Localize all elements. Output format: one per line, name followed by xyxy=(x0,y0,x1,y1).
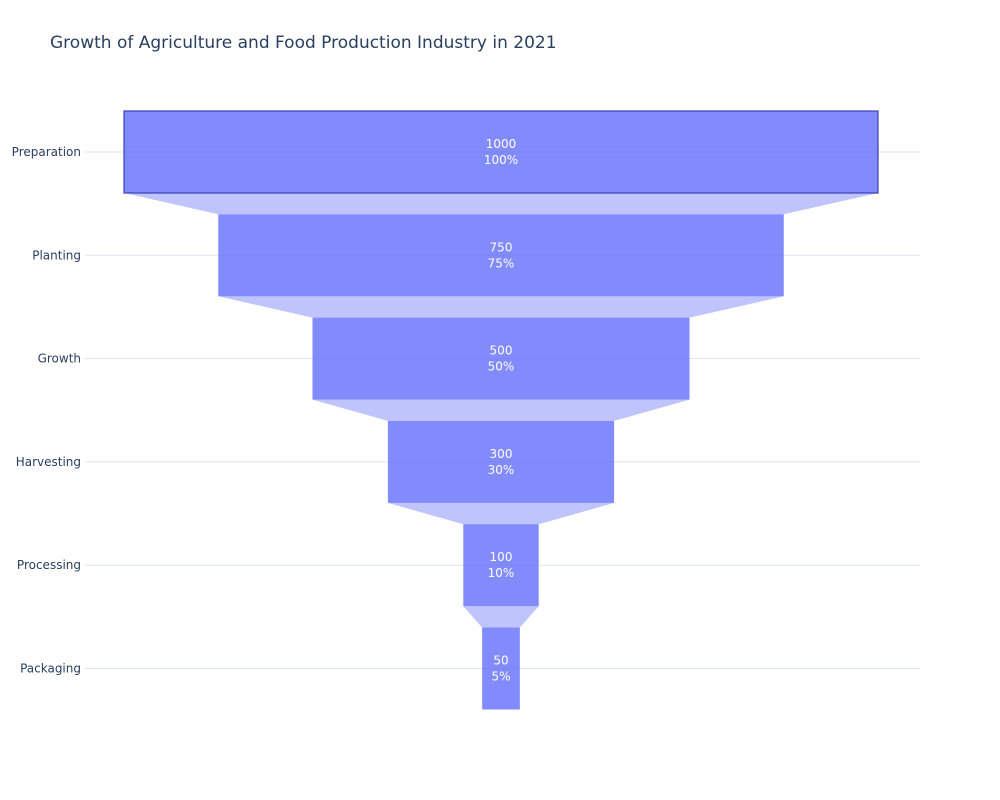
value-label: 50 xyxy=(493,654,508,668)
percent-label: 100% xyxy=(484,153,518,167)
tick-label-preparation: Preparation xyxy=(12,145,81,159)
chart-title: Growth of Agriculture and Food Productio… xyxy=(50,33,557,53)
tick-label-processing: Processing xyxy=(17,558,81,572)
data-labels: 1000 100% 750 75% 500 50% 300 30% 100 10% 50 5% xyxy=(484,137,518,684)
value-label: 750 xyxy=(490,240,513,254)
tick-label-harvesting: Harvesting xyxy=(16,455,81,469)
connector xyxy=(218,296,784,318)
percent-label: 50% xyxy=(488,360,515,374)
value-label: 300 xyxy=(490,447,513,461)
tick-label-planting: Planting xyxy=(32,248,81,262)
funnel-bar-processing xyxy=(463,524,539,607)
value-label: 1000 xyxy=(486,137,517,151)
connectors xyxy=(124,193,878,628)
connector xyxy=(312,399,690,421)
funnel-bar-preparation xyxy=(123,110,879,194)
connector xyxy=(463,606,539,628)
connector xyxy=(124,193,878,215)
value-label: 500 xyxy=(490,344,513,358)
funnel-bar-planting xyxy=(218,214,784,297)
percent-label: 75% xyxy=(488,256,515,270)
percent-label: 30% xyxy=(488,463,515,477)
funnel-bar-growth xyxy=(312,317,690,400)
y-axis-tick-labels: Preparation Planting Growth Harvesting Proce… xyxy=(12,145,81,676)
tick-label-growth: Growth xyxy=(38,352,81,366)
tick-label-packaging: Packaging xyxy=(20,662,81,676)
funnel-bar-packaging xyxy=(482,627,520,710)
percent-label: 10% xyxy=(488,566,515,580)
funnel-bar-harvesting xyxy=(387,420,615,503)
value-label: 100 xyxy=(490,550,513,564)
connector xyxy=(387,502,615,525)
percent-label: 5% xyxy=(491,670,510,684)
funnel-bars xyxy=(123,110,879,710)
